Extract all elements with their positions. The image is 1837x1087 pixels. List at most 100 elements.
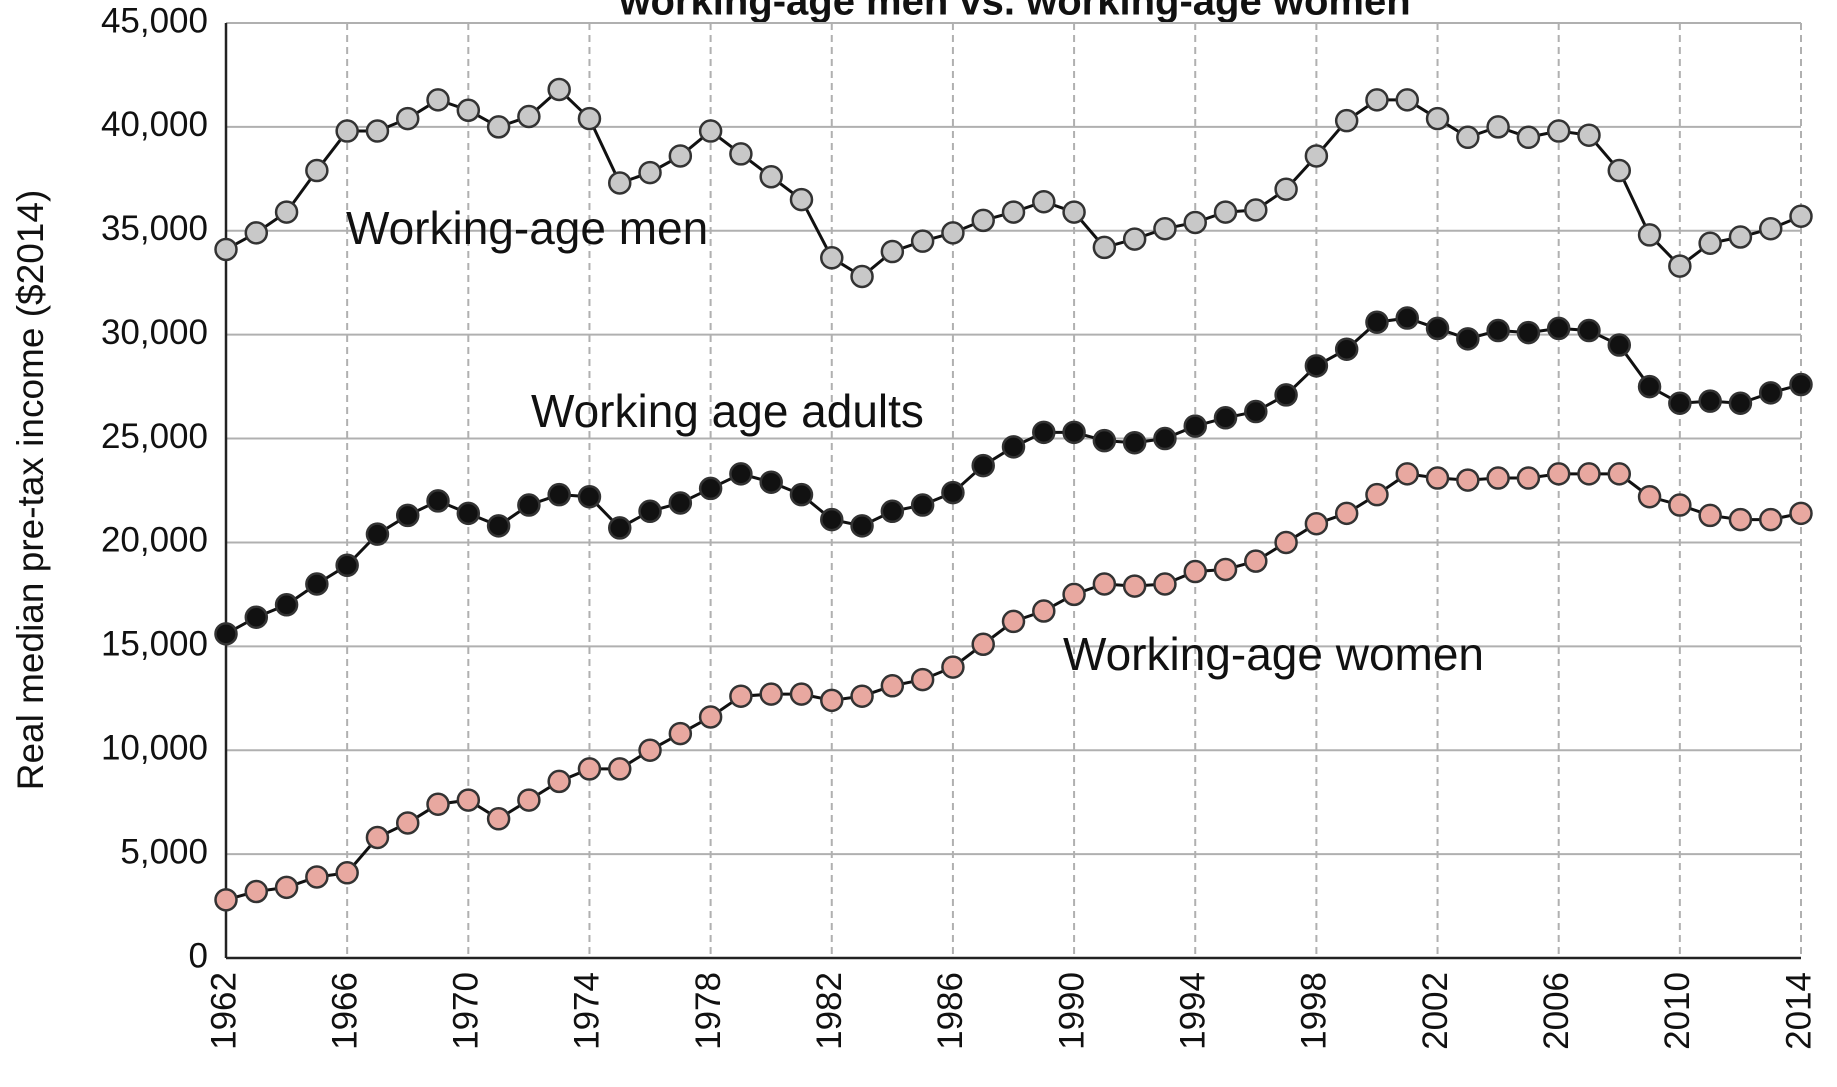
data-point bbox=[1425, 316, 1450, 341]
data-point bbox=[1728, 225, 1753, 249]
data-point bbox=[789, 682, 814, 706]
data-point bbox=[698, 476, 723, 501]
data-point bbox=[1244, 399, 1268, 424]
data-point bbox=[1092, 428, 1117, 453]
data-point bbox=[1456, 468, 1480, 492]
data-point bbox=[1183, 210, 1207, 235]
data-point bbox=[1486, 466, 1510, 490]
data-point bbox=[1032, 420, 1056, 445]
data-point bbox=[1607, 462, 1632, 486]
data-point bbox=[1637, 484, 1662, 509]
data-point bbox=[668, 491, 693, 515]
data-point bbox=[335, 553, 359, 578]
data-point bbox=[1698, 231, 1722, 255]
data-point bbox=[486, 514, 511, 538]
data-point bbox=[547, 769, 571, 794]
data-point bbox=[1698, 389, 1722, 413]
data-point bbox=[971, 453, 995, 478]
data-point bbox=[1213, 406, 1238, 430]
data-point bbox=[1183, 414, 1207, 438]
data-point bbox=[1092, 235, 1117, 260]
data-point bbox=[1153, 572, 1177, 596]
data-point bbox=[1274, 177, 1298, 201]
data-point bbox=[1334, 337, 1359, 361]
data-point bbox=[638, 499, 662, 524]
data-point bbox=[668, 721, 693, 746]
data-point bbox=[244, 221, 269, 245]
data-point bbox=[486, 115, 511, 139]
data-point bbox=[1668, 493, 1692, 517]
data-point bbox=[1637, 374, 1662, 399]
x-tick-label: 1966 bbox=[325, 972, 364, 1050]
data-point bbox=[1001, 200, 1026, 224]
y-tick-label: 45,000 bbox=[101, 1, 208, 40]
data-point bbox=[1577, 318, 1601, 343]
data-point bbox=[820, 688, 844, 713]
y-axis-title: Real median pre-tax income ($2014) bbox=[10, 190, 51, 791]
data-point bbox=[1607, 333, 1632, 357]
data-point bbox=[335, 861, 359, 885]
data-point bbox=[456, 501, 481, 526]
data-point bbox=[729, 684, 753, 708]
data-point bbox=[1365, 88, 1389, 112]
data-point bbox=[1758, 216, 1783, 241]
data-point bbox=[1304, 511, 1329, 536]
y-tick-label: 35,000 bbox=[101, 209, 208, 248]
data-point bbox=[638, 160, 662, 185]
y-tick-label: 5,000 bbox=[120, 832, 208, 871]
data-point bbox=[941, 480, 965, 505]
data-point bbox=[850, 264, 874, 289]
x-tick-label: 2014 bbox=[1779, 972, 1818, 1050]
x-tick-label: 1990 bbox=[1052, 972, 1091, 1050]
data-point bbox=[1213, 557, 1238, 582]
data-point bbox=[880, 674, 905, 698]
data-point bbox=[698, 705, 723, 729]
x-tick-label: 1962 bbox=[204, 972, 243, 1050]
data-point bbox=[608, 757, 632, 781]
data-point bbox=[577, 106, 602, 131]
data-point bbox=[1001, 609, 1026, 634]
data-point bbox=[1607, 158, 1632, 183]
data-point bbox=[971, 632, 995, 657]
data-point bbox=[1758, 381, 1783, 405]
data-point bbox=[214, 622, 238, 646]
data-point bbox=[1213, 200, 1238, 224]
data-point bbox=[426, 88, 450, 112]
data-point bbox=[1425, 466, 1450, 490]
data-point bbox=[305, 572, 329, 596]
data-point bbox=[1546, 316, 1571, 341]
x-tick-label: 2002 bbox=[1416, 972, 1455, 1050]
data-point bbox=[759, 682, 783, 706]
data-point bbox=[1365, 310, 1389, 334]
data-point bbox=[850, 514, 874, 538]
data-point bbox=[456, 788, 481, 812]
data-point bbox=[1122, 574, 1147, 598]
data-point bbox=[789, 482, 814, 507]
data-point bbox=[1789, 204, 1813, 228]
data-point bbox=[789, 187, 814, 212]
data-point bbox=[1668, 391, 1692, 415]
data-point bbox=[668, 144, 693, 168]
data-point bbox=[1728, 391, 1753, 415]
data-point bbox=[395, 811, 420, 835]
data-point bbox=[547, 77, 571, 102]
data-point bbox=[305, 865, 329, 889]
y-tick-label: 10,000 bbox=[101, 728, 208, 767]
data-point bbox=[214, 888, 238, 912]
data-point bbox=[759, 165, 783, 189]
data-point bbox=[1516, 125, 1541, 150]
data-point bbox=[274, 875, 299, 900]
data-point bbox=[365, 522, 390, 546]
data-point bbox=[1728, 507, 1753, 532]
data-point bbox=[880, 499, 905, 524]
data-point bbox=[1789, 501, 1813, 526]
data-point bbox=[305, 158, 329, 183]
data-point bbox=[1365, 482, 1389, 507]
x-tick-label: 1994 bbox=[1173, 972, 1212, 1050]
data-point bbox=[1274, 383, 1298, 407]
data-point bbox=[517, 104, 541, 129]
y-tick-label: 40,000 bbox=[101, 105, 208, 144]
x-tick-label: 1970 bbox=[447, 972, 486, 1050]
data-point bbox=[547, 482, 571, 507]
